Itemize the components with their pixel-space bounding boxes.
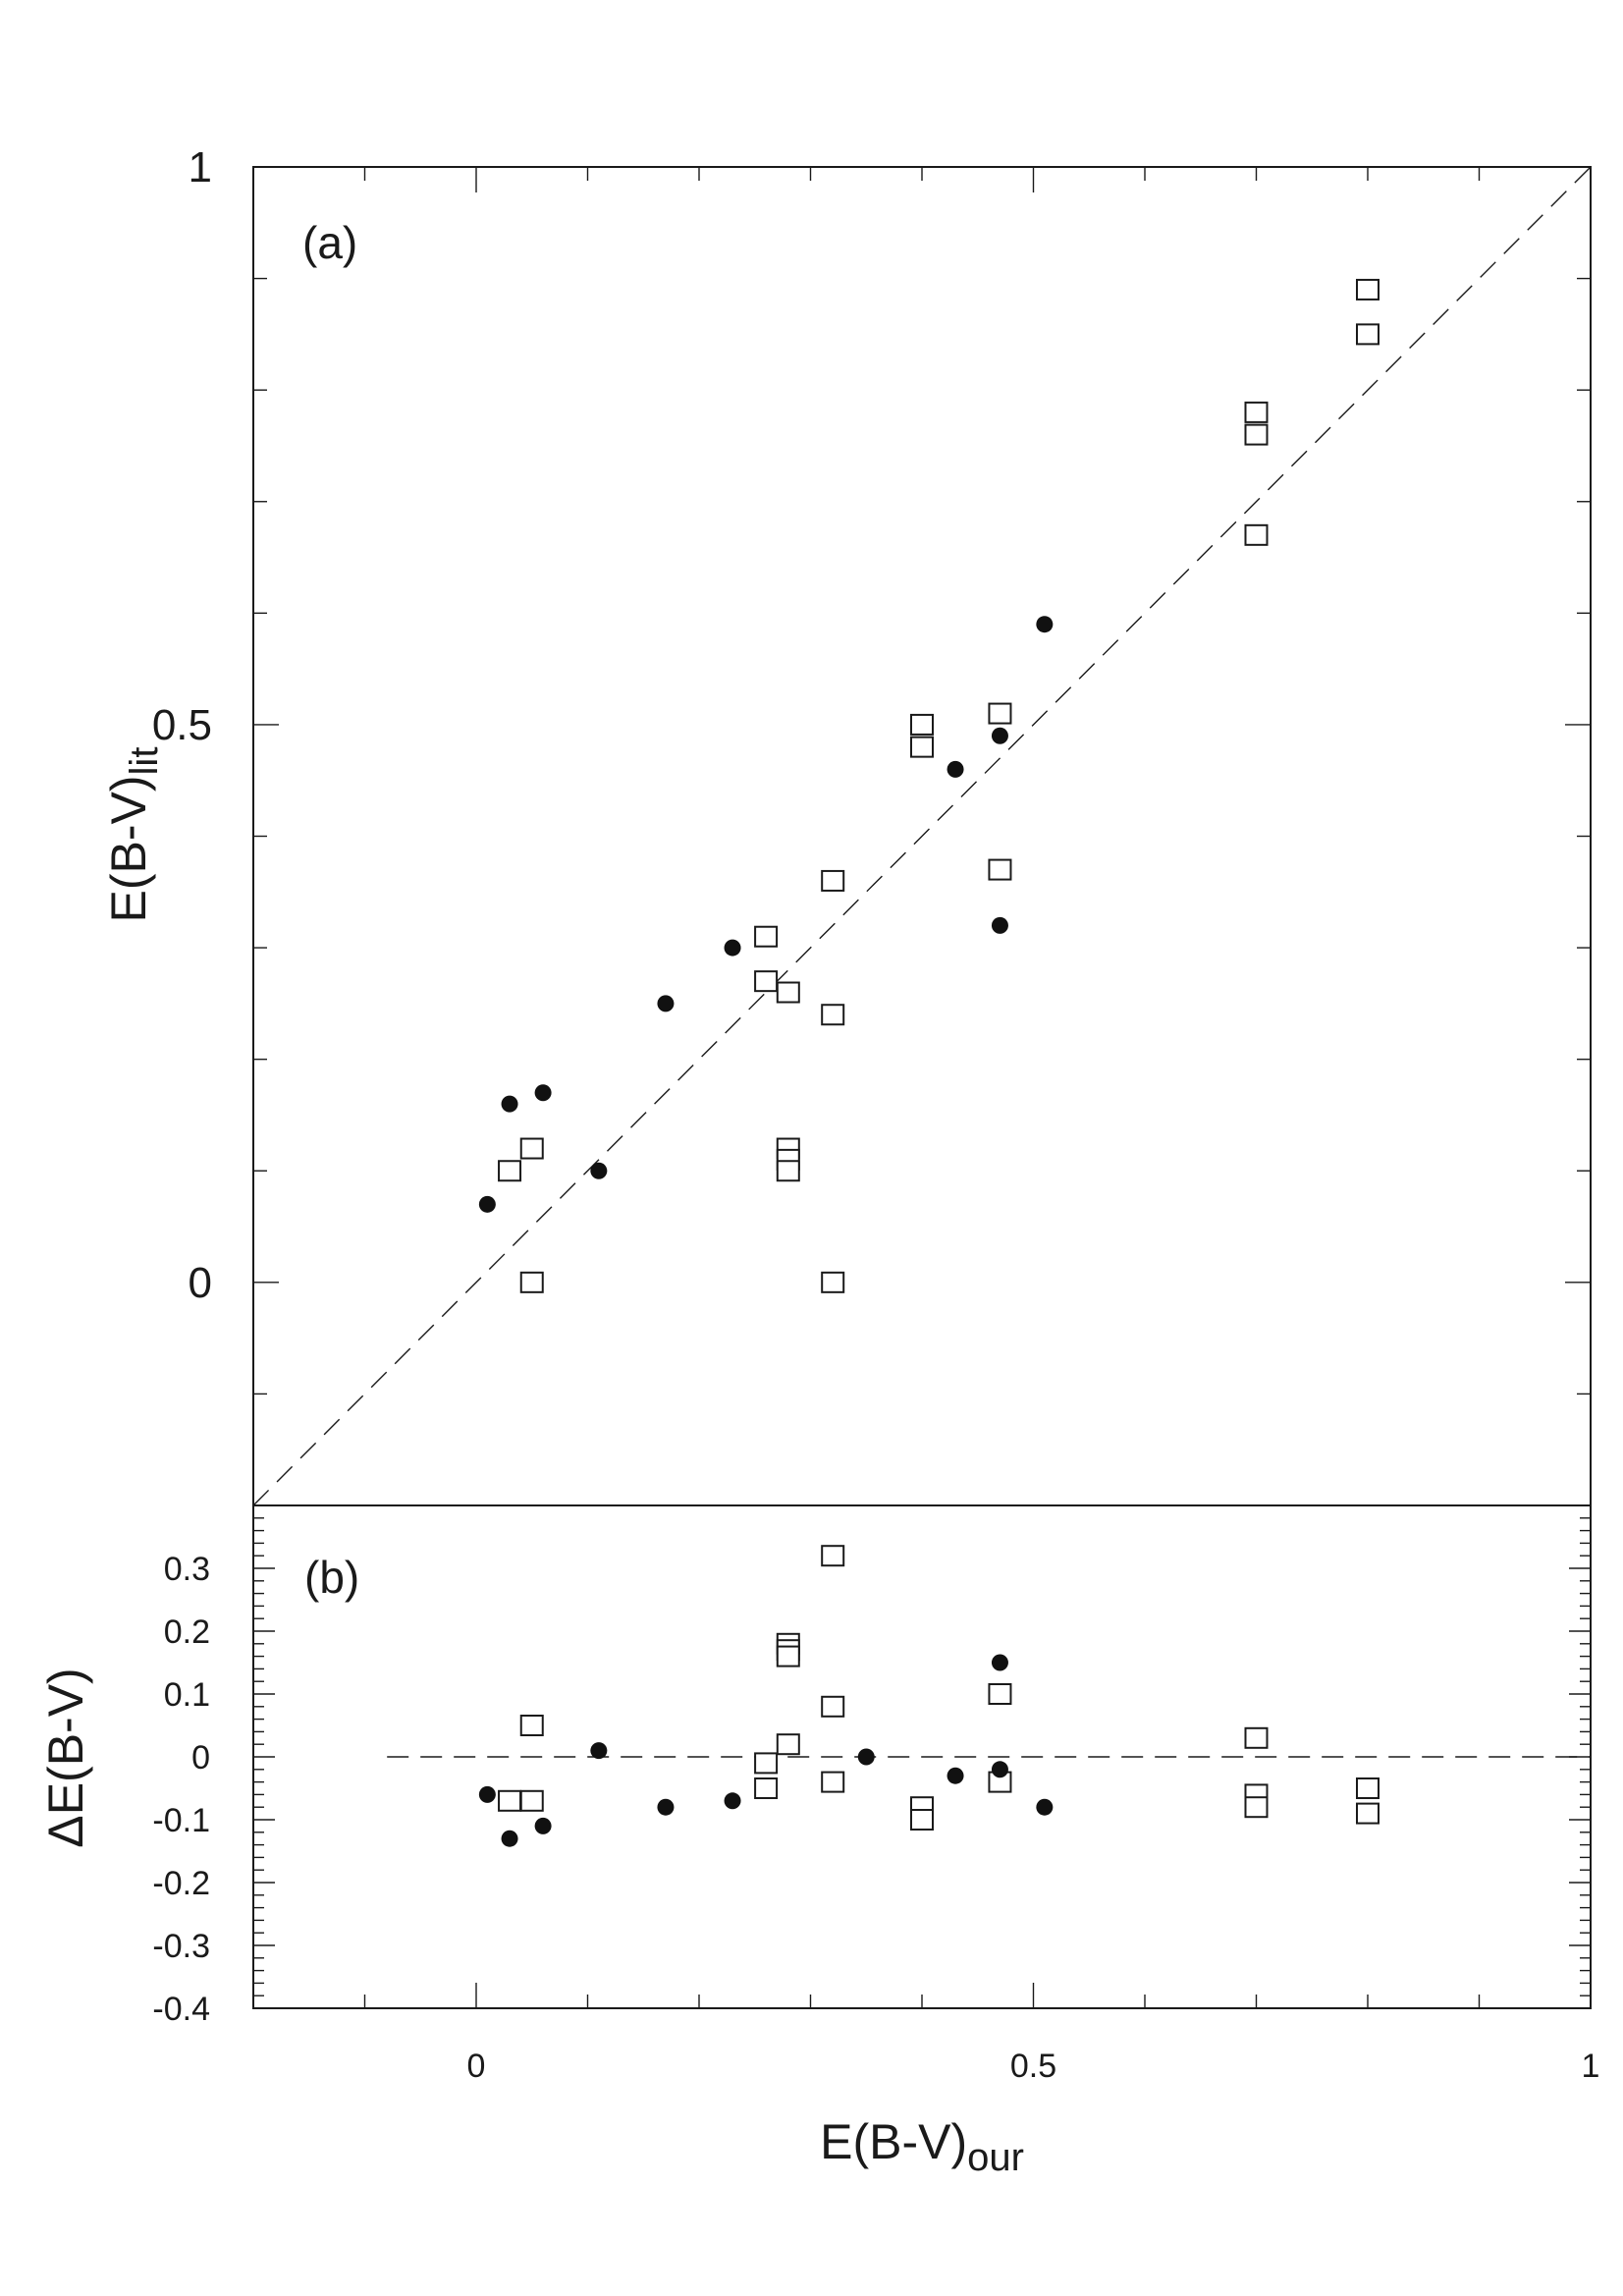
panel-b-square-point (1356, 1777, 1380, 1799)
panel-b-dot-point (657, 1798, 675, 1816)
panel-a-dot-point (590, 1162, 608, 1179)
panel-a-square-point (1356, 323, 1380, 346)
panel-a-dot-point (724, 939, 741, 957)
panel-b-square-point (821, 1545, 845, 1567)
panel-b-square-point (776, 1733, 800, 1756)
panel-b-ticks (252, 1504, 1592, 2009)
panel-a-dot-point (991, 916, 1008, 934)
panel-b-dot-point (991, 1761, 1008, 1778)
panel-b-y-tick-label: 0 (191, 1739, 210, 1777)
panel-a-dot-point (947, 760, 964, 778)
panel-b-dot-point (501, 1830, 518, 1847)
panel-b-square-point (821, 1771, 845, 1793)
panel-b-y-tick-label: -0.2 (152, 1865, 210, 1902)
panel-b-square-point (821, 1695, 845, 1718)
panel-a-y-axis-title: E(B-V)lit (101, 747, 166, 923)
panel-b-dot-point (857, 1748, 875, 1766)
x-axis-title-sub: our (967, 2136, 1024, 2179)
panel-b-square-point (754, 1752, 779, 1775)
panel-b-dot-point (947, 1767, 964, 1784)
panel-a-y-axis-title-main: E(B-V) (101, 775, 156, 922)
panel-a-dot-point (1036, 616, 1054, 633)
panel-a-square-point (776, 981, 800, 1004)
panel-a-y-axis-title-sub: lit (123, 747, 166, 776)
panel-a-identity-line (252, 166, 1592, 1506)
panel-b-y-tick-label: -0.4 (152, 1991, 210, 2028)
panel-b-label: (b) (304, 1552, 359, 1603)
panel-a-square-point (988, 702, 1012, 725)
panel-a-square-point (519, 1137, 544, 1160)
panel-a-label: (a) (302, 217, 357, 268)
panel-b-square-point (519, 1715, 544, 1736)
panel-b-y-axis-title: ΔE(B-V) (38, 1667, 93, 1847)
panel-b-square-point (910, 1809, 934, 1831)
panel-a-square-point (1244, 423, 1269, 446)
panel-a-square-point (519, 1271, 544, 1293)
panel-a-square-point (821, 869, 845, 892)
panel-b: 0.3 0.2 0.1 0 -0.1 -0.2 -0.3 -0.4 0 0.5 1 (b) ΔE(B… (38, 1504, 1599, 2179)
panel-b-square-point (776, 1645, 800, 1667)
x-axis-title-main: E(B-V) (820, 2114, 967, 2169)
panel-b-y-tick-label: 0.2 (164, 1613, 210, 1651)
panel-b-square-point (498, 1789, 522, 1812)
panel-b-square-point (1244, 1726, 1269, 1749)
panel-b-dot-point (590, 1742, 608, 1760)
panel-a-square-point (821, 1004, 845, 1026)
panel-a-square-point (910, 713, 934, 736)
panel-b-square-point (1356, 1802, 1380, 1825)
panel-b-y-tick-label: 0.3 (164, 1551, 210, 1588)
panel-a-dot-point (478, 1195, 496, 1213)
panel-a-square-point (754, 970, 779, 993)
x-tick-label: 1 (1582, 2048, 1600, 2085)
panel-a-tick-labels: 00.51 (152, 143, 212, 1307)
panel-b-square-point (519, 1789, 544, 1812)
panel-a-y-tick-label: 1 (189, 143, 212, 191)
panel-a-square-point (988, 858, 1012, 881)
panel-b-square-point (754, 1777, 779, 1799)
panel-a-points (478, 278, 1380, 1293)
panel-a-square-point (754, 925, 779, 948)
x-tick-label: 0.5 (1010, 2048, 1056, 2085)
panel-b-dot-point (991, 1654, 1008, 1671)
panel-b-dot-point (1036, 1798, 1054, 1816)
panel-b-y-tick-label: 0.1 (164, 1676, 210, 1714)
panel-a-square-point (910, 736, 934, 758)
panel-a-square-point (821, 1271, 845, 1293)
panel-a-y-tick-label: 0.5 (152, 701, 212, 749)
panel-a-square-point (776, 1160, 800, 1182)
panel-b-dot-point (724, 1792, 741, 1810)
panel-b-square-point (988, 1683, 1012, 1705)
panel-a-square-point (1356, 278, 1380, 301)
panel-b-dot-point (478, 1785, 496, 1803)
panel-a-ticks (252, 166, 1592, 1506)
panel-a-square-point (1244, 401, 1269, 423)
x-axis-title: E(B-V)our (820, 2114, 1024, 2179)
x-tick-label: 0 (467, 2048, 486, 2085)
panel-a: 00.51 (a) E(B-V)lit (101, 143, 1592, 1506)
panel-a-dot-point (501, 1095, 518, 1113)
panel-b-y-tick-label: -0.1 (152, 1802, 210, 1839)
panel-a-y-tick-label: 0 (189, 1259, 212, 1307)
panel-a-dot-point (991, 727, 1008, 744)
panel-b-points (478, 1545, 1380, 1847)
panel-a-dot-point (534, 1084, 552, 1102)
panel-a-square-point (1244, 523, 1269, 546)
panel-b-dot-point (534, 1817, 552, 1834)
panel-b-y-tick-label: -0.3 (152, 1928, 210, 1965)
panel-a-square-point (498, 1160, 522, 1182)
panel-a-dot-point (657, 995, 675, 1012)
panel-b-tick-labels: 0.3 0.2 0.1 0 -0.1 -0.2 -0.3 -0.4 0 0.5 1 (152, 1551, 1599, 2085)
panel-b-square-point (1244, 1796, 1269, 1819)
